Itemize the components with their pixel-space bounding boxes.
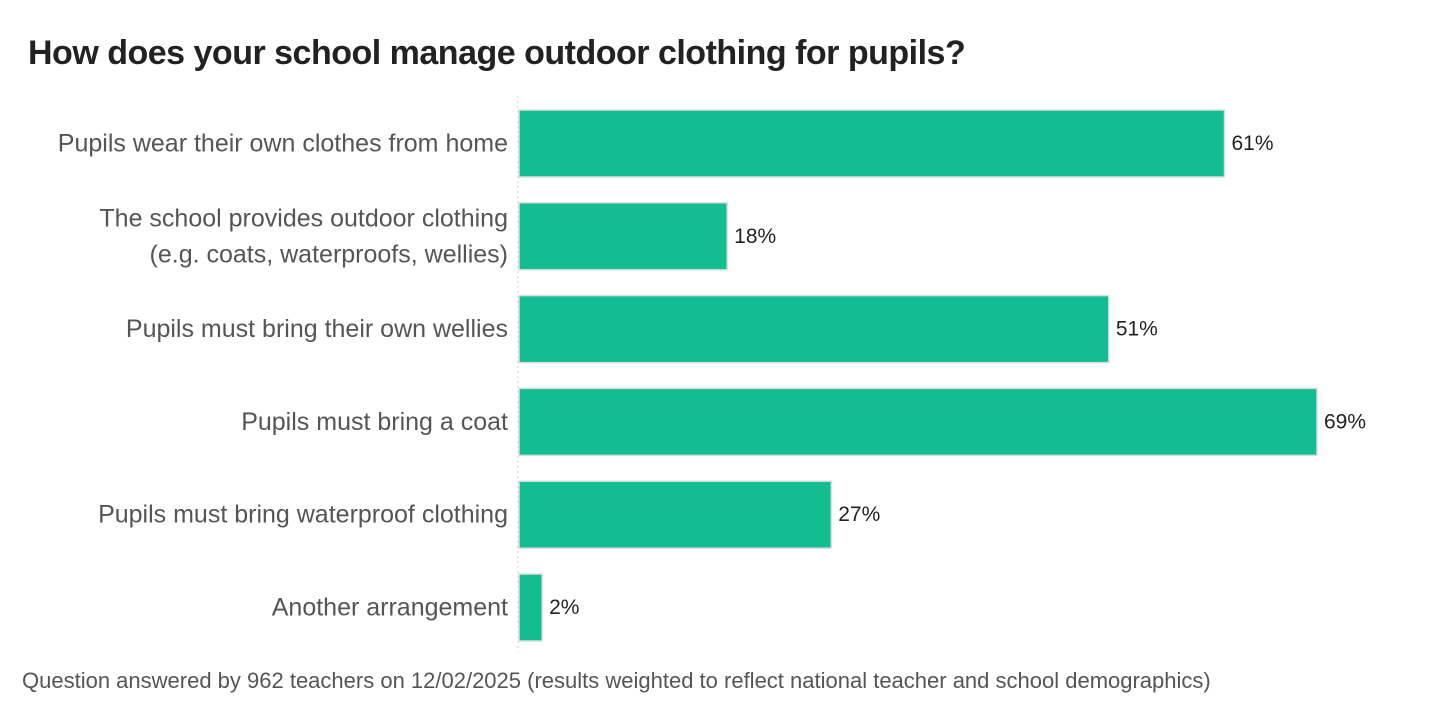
category-label-line: Pupils must bring waterproof clothing (98, 501, 508, 529)
category-label-line: Pupils wear their own clothes from home (58, 130, 508, 158)
bar-chart: Pupils wear their own clothes from home T… (58, 96, 1366, 652)
value-label: 18% (734, 225, 776, 248)
category-label: Pupils wear their own clothes from home (58, 130, 508, 158)
value-label: 61% (1231, 132, 1273, 155)
category-label-line: (e.g. coats, waterproofs, wellies) (150, 240, 508, 268)
category-label-line: Another arrangement (272, 594, 508, 622)
category-label: Another arrangement (272, 594, 508, 622)
bar (518, 573, 543, 642)
bar (518, 202, 728, 271)
category-label-line: The school provides outdoor clothing (99, 204, 508, 232)
bar (518, 294, 1110, 364)
bar (518, 387, 1318, 457)
value-label: 27% (838, 503, 880, 526)
category-label: Pupils must bring waterproof clothing (98, 501, 508, 529)
value-labels: 61% 18% 51% 69% 27% 2% (549, 132, 1366, 619)
bar (518, 480, 833, 549)
value-label: 69% (1324, 410, 1366, 433)
bars-group (518, 109, 1318, 642)
category-label: The school provides outdoor clothing (e.g… (99, 204, 508, 268)
value-label: 2% (549, 596, 579, 619)
category-labels: Pupils wear their own clothes from home T… (58, 130, 508, 622)
chart-title: How does your school manage outdoor clot… (28, 34, 966, 72)
chart-footnote: Question answered by 962 teachers on 12/… (22, 668, 1211, 693)
category-label-line: Pupils must bring their own wellies (126, 315, 508, 343)
category-label: Pupils must bring a coat (241, 408, 508, 436)
category-label: Pupils must bring their own wellies (126, 315, 508, 343)
value-label: 51% (1116, 318, 1158, 341)
bar (518, 109, 1226, 178)
category-label-line: Pupils must bring a coat (241, 408, 508, 436)
